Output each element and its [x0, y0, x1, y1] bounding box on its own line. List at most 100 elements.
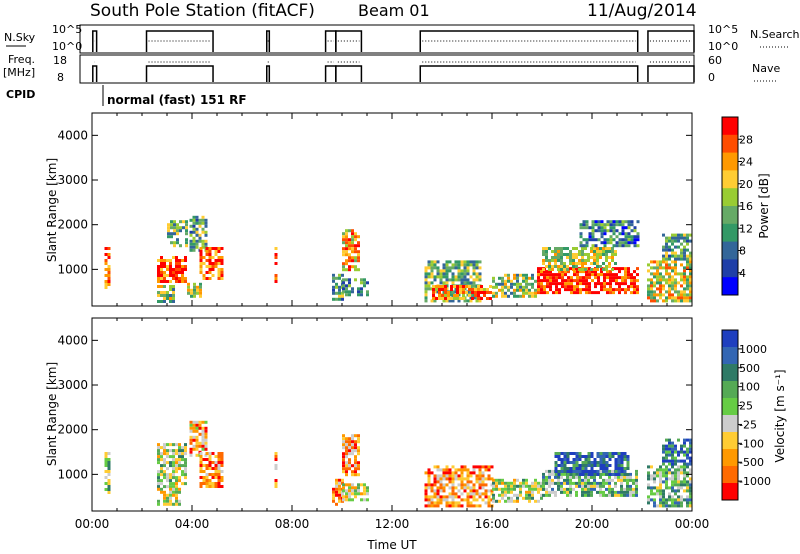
echo-cell	[433, 278, 437, 282]
echo-cell	[561, 282, 564, 286]
echo-cell	[487, 498, 491, 502]
echo-cell	[463, 263, 467, 267]
echo-cell	[201, 239, 205, 243]
echo-cell	[169, 294, 172, 297]
echo-cell	[576, 279, 579, 283]
echo-cell	[585, 244, 589, 248]
echo-cell	[198, 426, 202, 430]
echo-cell	[345, 467, 348, 471]
echo-cell	[689, 275, 692, 279]
velocity-y-axis-label: Slant Range [km]	[45, 362, 59, 466]
echo-cell	[157, 452, 160, 456]
echo-cell	[563, 247, 566, 250]
echo-cell	[454, 504, 458, 508]
echo-cell	[623, 470, 627, 473]
echo-cell	[600, 223, 604, 227]
echo-cell	[466, 477, 470, 481]
echo-cell	[662, 504, 665, 508]
echo-cell	[594, 276, 597, 280]
echo-cell	[436, 474, 440, 478]
echo-cell	[600, 270, 603, 274]
echo-cell	[160, 259, 163, 262]
echo-cell	[354, 238, 357, 242]
echo-cell	[665, 269, 668, 273]
echo-cell	[342, 458, 345, 462]
echo-cell	[351, 449, 354, 453]
echo-cell	[427, 486, 431, 490]
echo-cell	[189, 423, 193, 427]
echo-cell	[332, 499, 335, 503]
echo-cell	[584, 262, 587, 265]
echo-cell	[597, 291, 600, 295]
echo-cell	[338, 499, 341, 503]
echo-cell	[454, 471, 458, 475]
echo-cell	[166, 265, 169, 268]
echo-cell	[588, 226, 592, 230]
echo-cell	[274, 458, 278, 461]
echo-cell	[551, 469, 554, 473]
echo-cell	[630, 285, 633, 289]
echo-cell	[545, 478, 548, 482]
echo-cell	[507, 490, 510, 494]
echo-cell	[566, 458, 570, 461]
echo-cell	[585, 285, 588, 289]
echo-cell	[357, 287, 360, 291]
echo-cell	[668, 504, 671, 508]
echo-cell	[674, 498, 677, 502]
echo-cell	[513, 478, 516, 482]
echo-cell	[659, 296, 662, 300]
echo-cell	[665, 453, 668, 457]
echo-cell	[169, 461, 172, 465]
echo-cell	[674, 284, 677, 288]
echo-cell	[217, 247, 221, 250]
echo-cell	[184, 277, 187, 280]
echo-cell	[680, 465, 683, 469]
echo-cell	[570, 291, 573, 295]
colorbar-swatch	[722, 466, 738, 484]
echo-cell	[169, 479, 172, 483]
echo-cell	[585, 288, 588, 292]
echo-cell	[671, 453, 674, 457]
echo-cell	[674, 474, 677, 478]
echo-cell	[335, 478, 338, 482]
echo-cell	[683, 287, 686, 291]
echo-cell	[680, 293, 683, 297]
echo-cell	[492, 291, 495, 295]
echo-cell	[590, 250, 593, 253]
echo-cell	[618, 238, 622, 242]
echo-cell	[668, 477, 671, 481]
echo-cell	[671, 281, 674, 285]
echo-cell	[659, 480, 662, 484]
echo-cell	[593, 256, 596, 259]
echo-cell	[345, 452, 348, 456]
echo-cell	[689, 501, 692, 505]
echo-cell	[620, 464, 624, 467]
echo-cell	[608, 452, 612, 455]
echo-cell	[579, 226, 583, 230]
echo-cell	[332, 279, 335, 283]
echo-cell	[354, 461, 357, 465]
echo-cell	[160, 482, 163, 486]
echo-cell	[220, 268, 224, 271]
echo-cell	[603, 226, 607, 230]
echo-cell	[453, 294, 456, 297]
echo-cell	[357, 483, 360, 487]
echo-cell	[590, 490, 593, 494]
echo-cell	[578, 455, 582, 458]
echo-cell	[594, 273, 597, 277]
echo-cell	[560, 268, 563, 271]
echo-cell	[608, 487, 611, 491]
echo-cell	[160, 455, 163, 459]
echo-cell	[671, 233, 674, 237]
echo-cell	[600, 232, 604, 236]
echo-cell	[104, 461, 108, 464]
echo-cell	[674, 501, 677, 505]
echo-cell	[172, 482, 175, 486]
echo-cell	[537, 270, 540, 274]
echo-cell	[545, 493, 548, 497]
echo-cell	[104, 464, 108, 467]
echo-cell	[650, 284, 653, 288]
echo-cell	[659, 290, 662, 294]
echo-cell	[181, 449, 184, 453]
echo-cell	[557, 487, 560, 491]
